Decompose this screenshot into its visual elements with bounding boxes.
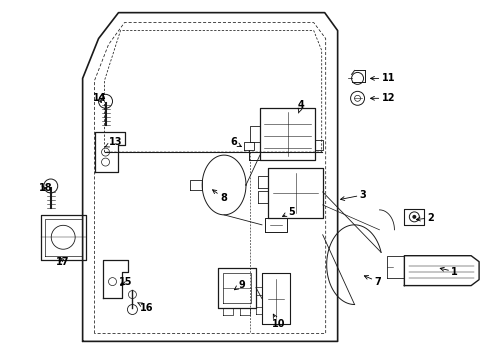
Text: 16: 16 bbox=[138, 302, 154, 312]
Text: 17: 17 bbox=[56, 257, 69, 267]
Text: 5: 5 bbox=[283, 207, 294, 217]
Text: 12: 12 bbox=[370, 93, 395, 103]
Text: 18: 18 bbox=[39, 183, 52, 193]
Text: 2: 2 bbox=[416, 213, 434, 223]
Text: 7: 7 bbox=[365, 275, 381, 287]
Text: 14: 14 bbox=[93, 93, 106, 103]
Text: 9: 9 bbox=[235, 280, 245, 290]
Text: 6: 6 bbox=[230, 137, 242, 147]
Circle shape bbox=[413, 215, 416, 219]
Text: 1: 1 bbox=[440, 267, 458, 276]
Text: 11: 11 bbox=[370, 73, 395, 84]
Text: 8: 8 bbox=[213, 190, 227, 203]
Text: 13: 13 bbox=[105, 137, 122, 147]
Text: 3: 3 bbox=[341, 190, 367, 201]
Text: 10: 10 bbox=[272, 314, 285, 329]
Text: 15: 15 bbox=[119, 276, 132, 287]
Text: 4: 4 bbox=[298, 100, 305, 113]
